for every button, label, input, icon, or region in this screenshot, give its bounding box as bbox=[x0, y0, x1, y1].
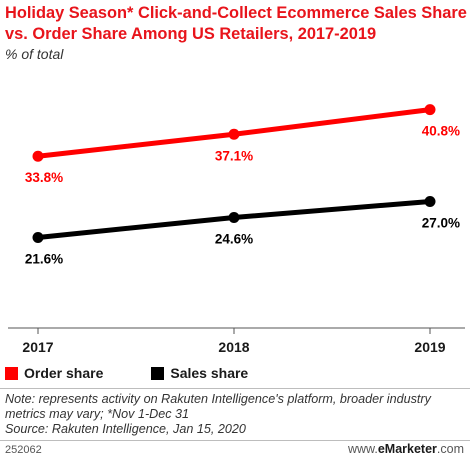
brand-name: eMarketer bbox=[377, 442, 437, 456]
legend-label-sales-share: Sales share bbox=[170, 365, 249, 381]
data-point-1-1 bbox=[228, 211, 240, 223]
source-text: Source: Rakuten Intelligence, Jan 15, 20… bbox=[5, 422, 246, 436]
data-point-0-2 bbox=[424, 104, 436, 116]
x-tick-label-2018: 2018 bbox=[218, 339, 249, 355]
data-label-0-2: 40.8% bbox=[422, 124, 460, 139]
footer-divider bbox=[0, 440, 470, 441]
data-label-1-1: 24.6% bbox=[215, 231, 253, 246]
legend-item-sales-share: Sales share bbox=[151, 365, 248, 381]
note-text: Note: represents activity on Rakuten Int… bbox=[5, 392, 431, 421]
x-tick-label-2019: 2019 bbox=[414, 339, 445, 355]
chart-id: 252062 bbox=[5, 444, 42, 456]
legend: Order share Sales share bbox=[5, 364, 296, 382]
chart-subtitle: % of total bbox=[5, 46, 64, 62]
legend-swatch-sales-share bbox=[151, 366, 165, 380]
data-point-1-2 bbox=[424, 196, 436, 207]
brand-logo: www.eMarketer.com bbox=[348, 442, 464, 456]
legend-item-order-share: Order share bbox=[5, 365, 103, 381]
chart-title: Holiday Season* Click-and-Collect Ecomme… bbox=[5, 4, 467, 43]
legend-swatch-order-share bbox=[5, 366, 18, 380]
data-point-1-0 bbox=[32, 231, 44, 243]
data-label-1-0: 21.6% bbox=[25, 251, 63, 266]
data-label-0-0: 33.8% bbox=[25, 170, 63, 185]
footnote: Note: represents activity on Rakuten Int… bbox=[5, 392, 465, 437]
data-label-1-2: 27.0% bbox=[422, 216, 460, 231]
legend-label-order-share: Order share bbox=[24, 365, 104, 381]
divider bbox=[0, 388, 470, 389]
brand-prefix: www. bbox=[347, 442, 378, 456]
brand-suffix: .com bbox=[436, 442, 464, 456]
data-label-0-1: 37.1% bbox=[215, 148, 253, 163]
x-tick-label-2017: 2017 bbox=[22, 339, 53, 355]
data-point-0-1 bbox=[228, 128, 240, 140]
data-point-0-0 bbox=[32, 150, 44, 162]
